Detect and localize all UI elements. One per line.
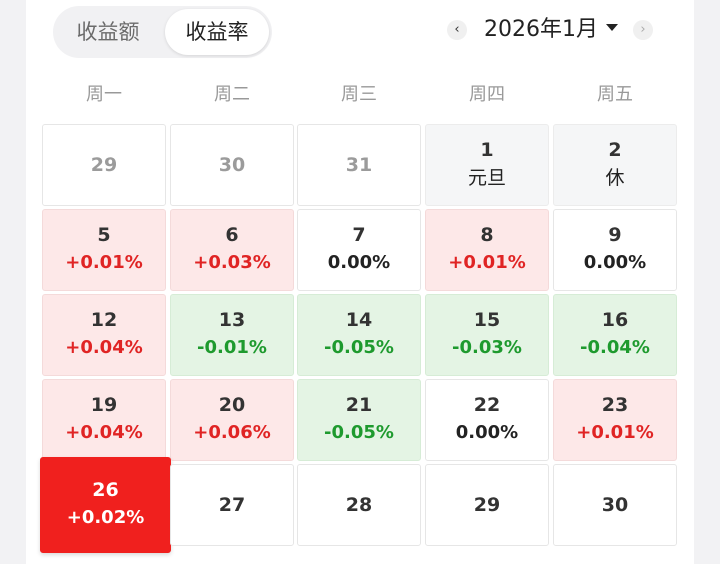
return-rate: -0.05%	[324, 422, 394, 443]
day-number: 1	[480, 139, 494, 161]
day-number: 7	[352, 224, 366, 246]
calendar-day-cell[interactable]: 9 0.00%	[553, 209, 677, 291]
calendar-day-cell[interactable]: 6 +0.03%	[170, 209, 294, 291]
calendar-day-cell[interactable]: 16 -0.04%	[553, 294, 677, 376]
calendar-day-cell[interactable]: 8 +0.01%	[425, 209, 549, 291]
chevron-left-icon[interactable]: ‹	[447, 20, 467, 40]
calendar-day-cell[interactable]: 5 +0.01%	[42, 209, 166, 291]
day-number: 16	[601, 309, 629, 331]
return-rate: 0.00%	[583, 252, 647, 273]
calendar-day-cell[interactable]: 26 +0.02%	[40, 457, 171, 553]
calendar-day-cell[interactable]: 22 0.00%	[425, 379, 549, 461]
calendar-day-cell[interactable]: 29	[42, 124, 166, 206]
return-rate: 0.00%	[455, 422, 519, 443]
day-number: 12	[90, 309, 118, 331]
day-number: 22	[473, 394, 501, 416]
day-number: 19	[90, 394, 118, 416]
toggle-rate[interactable]: 收益率	[165, 9, 269, 55]
holiday-label: 休	[605, 167, 625, 189]
calendar-day-cell[interactable]: 13 -0.01%	[170, 294, 294, 376]
calendar-day-cell[interactable]: 21 -0.05%	[297, 379, 421, 461]
calendar-day-cell[interactable]: 28	[297, 464, 421, 546]
return-rate: +0.04%	[65, 337, 143, 358]
day-number: 6	[225, 224, 239, 246]
calendar-day-cell[interactable]: 7 0.00%	[297, 209, 421, 291]
day-number: 29	[90, 154, 118, 176]
return-rate: -0.01%	[197, 337, 267, 358]
calendar-day-cell[interactable]: 30	[553, 464, 677, 546]
calendar-day-cell[interactable]: 27	[170, 464, 294, 546]
day-number: 30	[218, 154, 246, 176]
day-number: 30	[601, 494, 629, 516]
return-rate: +0.02%	[66, 507, 145, 528]
day-number: 26	[92, 479, 119, 501]
return-rate: -0.03%	[452, 337, 522, 358]
holiday-label: 元旦	[467, 167, 506, 189]
chevron-right-icon[interactable]: ›	[633, 20, 653, 40]
toggle-amount[interactable]: 收益额	[76, 20, 140, 44]
day-number: 15	[473, 309, 501, 331]
day-number: 31	[345, 154, 373, 176]
weekday-mon: 周一	[86, 84, 122, 105]
day-number: 9	[608, 224, 622, 246]
day-number: 21	[345, 394, 373, 416]
day-number: 28	[345, 494, 373, 516]
calendar-day-cell[interactable]: 19 +0.04%	[42, 379, 166, 461]
return-rate: +0.01%	[576, 422, 654, 443]
return-rate: +0.01%	[65, 252, 143, 273]
return-rate: +0.01%	[448, 252, 526, 273]
calendar-day-cell[interactable]: 14 -0.05%	[297, 294, 421, 376]
day-number: 13	[218, 309, 246, 331]
calendar-day-cell[interactable]: 30	[170, 124, 294, 206]
calendar-day-cell[interactable]: 31	[297, 124, 421, 206]
return-rate: +0.03%	[193, 252, 271, 273]
metric-toggle: 收益额 收益率	[53, 6, 272, 58]
day-number: 29	[473, 494, 501, 516]
day-number: 8	[480, 224, 494, 246]
day-number: 5	[97, 224, 111, 246]
calendar-day-cell[interactable]: 15 -0.03%	[425, 294, 549, 376]
day-number: 27	[218, 494, 246, 516]
return-rate: +0.06%	[193, 422, 271, 443]
calendar-day-cell[interactable]: 1 元旦	[425, 124, 549, 206]
day-number: 23	[601, 394, 629, 416]
month-picker[interactable]: 2026年1月	[484, 14, 618, 46]
return-rate: 0.00%	[327, 252, 391, 273]
calendar-day-cell[interactable]: 12 +0.04%	[42, 294, 166, 376]
day-number: 14	[345, 309, 373, 331]
calendar-day-cell[interactable]: 29	[425, 464, 549, 546]
day-number: 2	[608, 139, 622, 161]
weekday-thu: 周四	[469, 84, 505, 105]
calendar-day-cell[interactable]: 20 +0.06%	[170, 379, 294, 461]
day-number: 20	[218, 394, 246, 416]
weekday-wed: 周三	[341, 84, 377, 105]
return-rate: -0.05%	[324, 337, 394, 358]
weekday-tue: 周二	[214, 84, 250, 105]
caret-down-icon	[606, 23, 618, 31]
return-rate: -0.04%	[580, 337, 650, 358]
month-label: 2026年1月	[484, 17, 598, 42]
return-rate: +0.04%	[65, 422, 143, 443]
weekday-fri: 周五	[597, 84, 633, 105]
calendar-day-cell[interactable]: 23 +0.01%	[553, 379, 677, 461]
